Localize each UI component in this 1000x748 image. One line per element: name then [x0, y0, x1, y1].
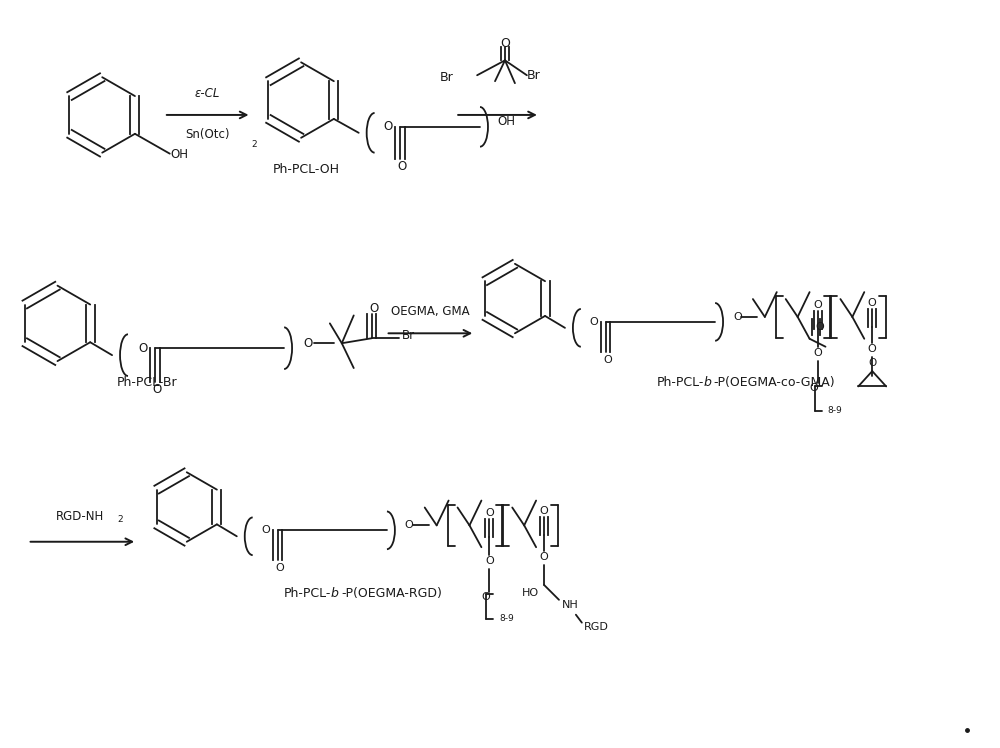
- Text: O: O: [398, 160, 407, 173]
- Text: O: O: [813, 300, 822, 310]
- Text: OEGMA, GMA: OEGMA, GMA: [391, 305, 470, 318]
- Text: Sn(Otc): Sn(Otc): [185, 129, 230, 141]
- Text: O: O: [138, 342, 147, 355]
- Text: Br: Br: [440, 71, 453, 84]
- Text: O: O: [813, 348, 822, 358]
- Text: Ph-PCL-Br: Ph-PCL-Br: [117, 376, 177, 390]
- Text: O: O: [733, 312, 742, 322]
- Text: Ph-PCL-: Ph-PCL-: [284, 587, 331, 600]
- Text: HO: HO: [522, 588, 539, 598]
- Text: O: O: [481, 592, 490, 602]
- Text: O: O: [303, 337, 312, 350]
- Text: RGD-NH: RGD-NH: [56, 510, 104, 524]
- Text: O: O: [590, 317, 599, 327]
- Text: RGD: RGD: [584, 622, 609, 631]
- Text: O: O: [275, 563, 284, 573]
- Text: 8-9: 8-9: [827, 405, 842, 414]
- Text: b: b: [331, 587, 339, 600]
- Text: O: O: [384, 120, 393, 133]
- Text: O: O: [868, 358, 876, 368]
- Text: O: O: [485, 556, 494, 566]
- Text: Ph-PCL-: Ph-PCL-: [656, 376, 704, 390]
- Text: O: O: [809, 384, 818, 393]
- Text: NH: NH: [562, 600, 579, 610]
- Text: O: O: [405, 521, 414, 530]
- Text: O: O: [603, 355, 612, 364]
- Text: -P(OEGMA-co-GMA): -P(OEGMA-co-GMA): [714, 376, 835, 390]
- Text: O: O: [815, 322, 824, 332]
- Text: O: O: [262, 525, 270, 536]
- Text: OH: OH: [497, 115, 515, 129]
- Text: O: O: [485, 509, 494, 518]
- Text: O: O: [868, 298, 877, 308]
- Text: 8-9: 8-9: [499, 614, 514, 623]
- Text: OH: OH: [171, 148, 189, 161]
- Text: O: O: [500, 37, 510, 50]
- Text: Ph-PCL-OH: Ph-PCL-OH: [273, 163, 340, 176]
- Text: Br: Br: [401, 329, 415, 342]
- Text: O: O: [540, 506, 548, 516]
- Text: Br: Br: [527, 69, 541, 82]
- Text: 2: 2: [117, 515, 123, 524]
- Text: O: O: [540, 552, 548, 562]
- Text: O: O: [369, 302, 378, 315]
- Text: -P(OEGMA-RGD): -P(OEGMA-RGD): [341, 587, 442, 600]
- Text: O: O: [868, 343, 877, 354]
- Text: ε-CL: ε-CL: [195, 87, 220, 99]
- Text: O: O: [152, 384, 161, 396]
- Text: 2: 2: [251, 140, 257, 149]
- Text: b: b: [704, 376, 712, 390]
